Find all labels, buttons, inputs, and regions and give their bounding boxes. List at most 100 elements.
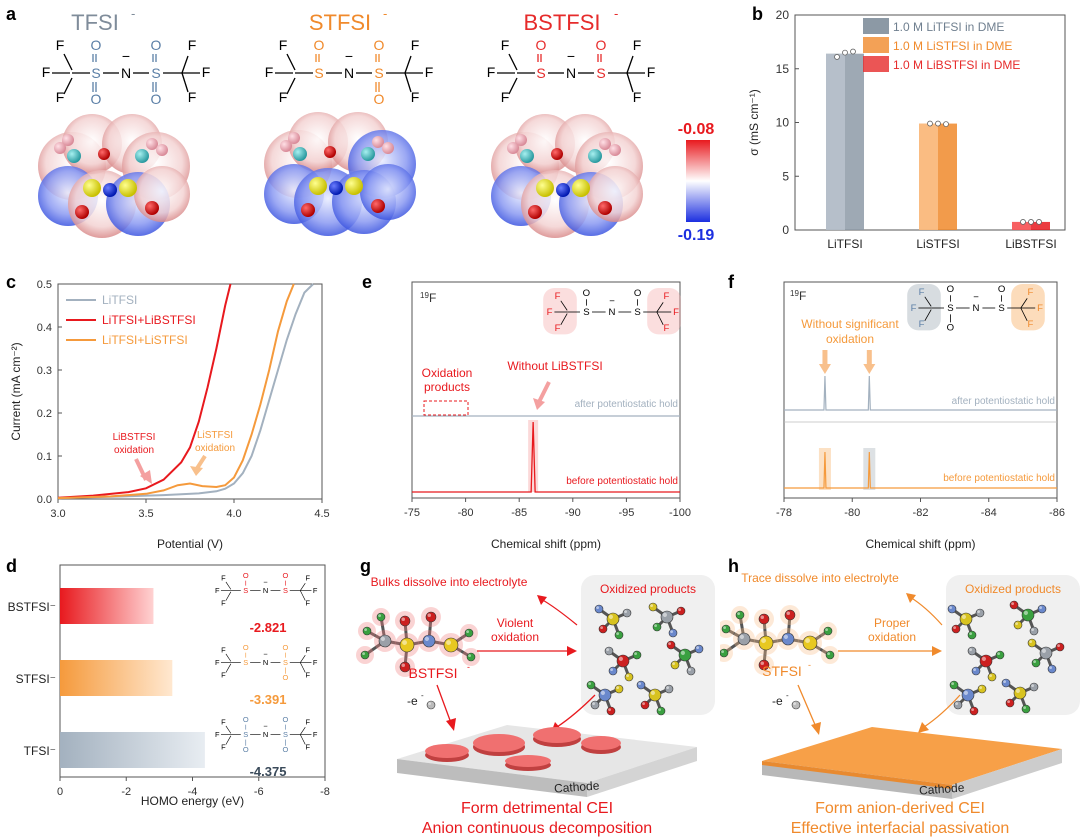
bond [560, 313, 568, 325]
atom-ball [975, 608, 985, 618]
n-minus: − [609, 296, 615, 307]
bar-STFSI [60, 660, 173, 696]
x-tick-label: -2 [121, 786, 131, 798]
atom-ball [632, 650, 642, 660]
x-tick-label: LiSTFSI [916, 237, 959, 251]
atom-f: F [555, 323, 561, 334]
ball-shine [688, 668, 691, 671]
cathode-side-right [587, 747, 697, 797]
x-tick-label: -90 [565, 507, 581, 519]
atom-ball [280, 140, 292, 152]
bond [924, 296, 932, 307]
atom-f: F [919, 319, 925, 330]
ball-shine [953, 626, 956, 629]
label-without-libstfsi: Without LiBSTFSI [507, 359, 602, 373]
ball-shine [825, 628, 828, 631]
atom-o: O [947, 322, 954, 333]
ball-shine [973, 668, 976, 671]
bond [300, 726, 306, 735]
n-minus: − [567, 48, 575, 64]
x-tick-label: -95 [618, 507, 634, 519]
ball-shine [592, 702, 595, 705]
bar-TFSI [60, 732, 205, 768]
atom-o: O [536, 37, 547, 53]
annotation-red-1: LiBSTFSI [113, 432, 156, 443]
spectrum-after [784, 375, 1057, 411]
atom-ball [1001, 678, 1011, 688]
label-electron-charge: - [786, 691, 789, 700]
atom-o: O [91, 91, 102, 107]
title-tfsi-charge: - [131, 6, 135, 21]
ball-shine [596, 606, 599, 609]
y-tick-label: 0.5 [37, 279, 52, 291]
colorbar-bottom-label: -0.19 [678, 227, 715, 244]
atom-o: O [374, 91, 385, 107]
atom-o: O [314, 37, 325, 53]
arrowhead-violent [567, 646, 577, 656]
atom-f: F [305, 598, 310, 607]
atom-ball [98, 148, 110, 160]
atom-ball [293, 147, 307, 161]
bond [560, 300, 568, 311]
legend-label: LiTFSI+LiBSTFSI [102, 313, 196, 327]
arrowhead-without [533, 398, 545, 410]
y-tick-label: 5 [782, 169, 789, 183]
n-minus: − [263, 721, 267, 730]
ball-shine [642, 702, 645, 705]
data-point [935, 120, 941, 127]
x-tick-label: 4.5 [314, 508, 329, 520]
bond [181, 72, 189, 93]
atom-f: F [313, 658, 318, 667]
ball-shine [658, 708, 661, 711]
x-tick-label: LiBSTFSI [1005, 237, 1056, 251]
label-anion: BSTFSI [408, 665, 457, 681]
data-point [1028, 219, 1034, 225]
atom-f: F [305, 670, 310, 679]
arrow-dissolve [909, 596, 943, 626]
bond [404, 72, 412, 93]
nucleus-element: F [799, 289, 806, 303]
atom-ball [636, 680, 646, 690]
bond [626, 55, 634, 74]
atom-ball [1055, 642, 1065, 652]
x-axis-label: Chemical shift (ppm) [491, 537, 601, 551]
x-tick-label: -8 [320, 786, 330, 798]
x-tick-label: 3.5 [138, 508, 153, 520]
atom-ball [959, 612, 973, 626]
atom-ball [135, 149, 149, 163]
ball-shine [680, 650, 685, 655]
y-tick-label: 15 [776, 62, 790, 76]
atom-ball [75, 205, 89, 219]
bond [300, 582, 306, 591]
atom-ball [145, 201, 159, 215]
ball-shine [378, 614, 381, 617]
label-cathode: Cathode [919, 780, 966, 797]
atom-o: O [283, 673, 289, 682]
ball-shine [1015, 622, 1018, 625]
panel-letter-h: h [728, 556, 739, 576]
atom-ball [624, 672, 634, 682]
atom-ball [686, 666, 696, 676]
atom-ball [668, 628, 678, 638]
bond [225, 663, 232, 673]
title-stfsi-charge: - [383, 6, 387, 21]
ball-shine [997, 652, 1000, 655]
ball-shine [1057, 644, 1060, 647]
ball-shine [989, 674, 992, 677]
ball-shine [1015, 688, 1020, 693]
cei-deposit [581, 736, 621, 750]
atom-ball [967, 646, 977, 656]
bond [626, 72, 634, 93]
atom-ball [598, 624, 608, 634]
label-electron: -e [772, 694, 783, 708]
cathode-side-front [397, 759, 587, 797]
atom-ball [604, 646, 614, 656]
atom-f: F [221, 646, 226, 655]
category-label: BSTFSI⁻ [8, 600, 56, 614]
arrow-to-cathode [797, 684, 817, 728]
nucleus-iso: 19 [420, 291, 429, 300]
bar-highlight [1012, 221, 1031, 230]
atom-ball [608, 666, 618, 676]
ball-shine [949, 606, 952, 609]
